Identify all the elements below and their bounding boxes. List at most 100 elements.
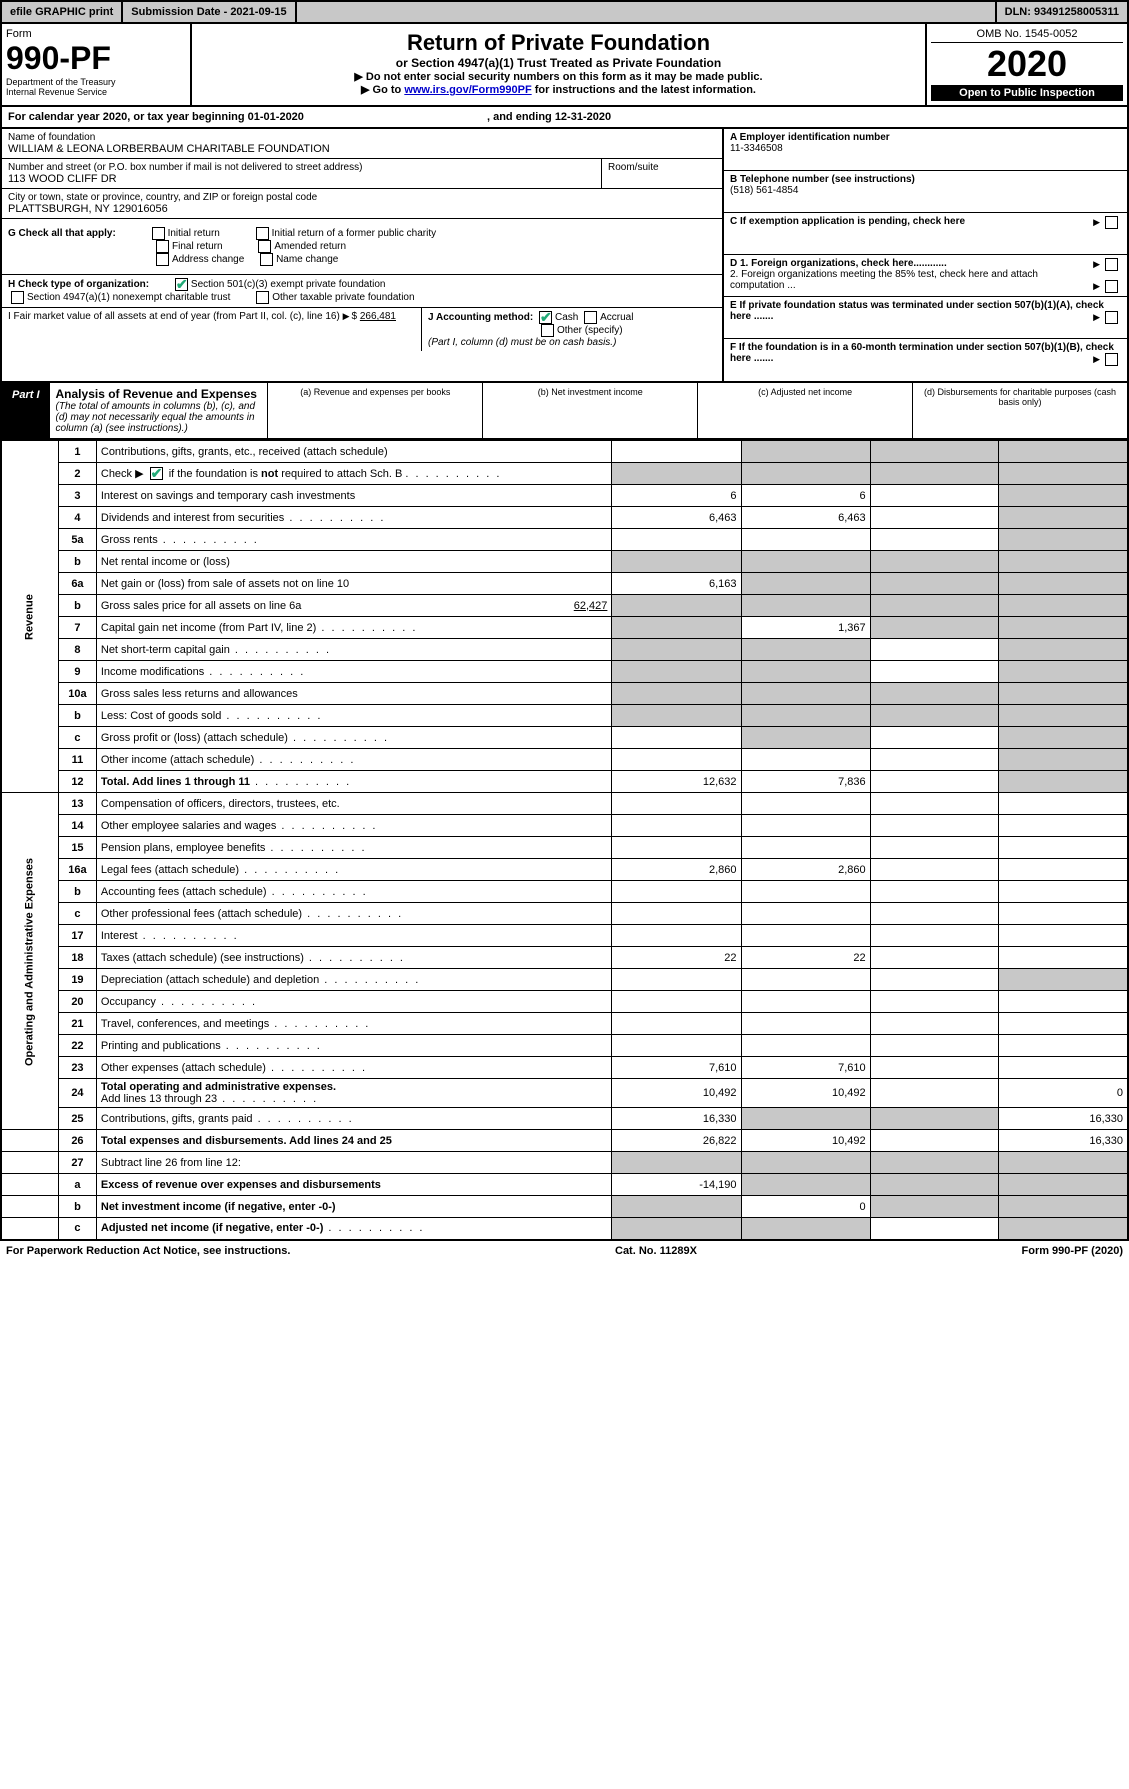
e-cell: E If private foundation status was termi… [724,297,1127,339]
501c3-lbl: Section 501(c)(3) exempt private foundat… [191,279,386,290]
cb-amended[interactable] [258,240,271,253]
l3: Interest on savings and temporary cash i… [96,485,612,507]
l9: Income modifications [96,661,612,683]
l22: Printing and publications [96,1035,612,1057]
footer-right: Form 990-PF (2020) [1022,1245,1123,1257]
table-row: 27Subtract line 26 from line 12: [1,1152,1128,1174]
col-d-hdr: (d) Disbursements for charitable purpose… [912,383,1127,438]
l14: Other employee salaries and wages [96,815,612,837]
v27bb: 0 [741,1196,870,1218]
v25d: 16,330 [999,1108,1128,1130]
omb: OMB No. 1545-0052 [931,28,1123,43]
table-row: 15Pension plans, employee benefits [1,837,1128,859]
l13: Compensation of officers, directors, tru… [96,793,612,815]
table-row: bNet investment income (if negative, ent… [1,1196,1128,1218]
form-link[interactable]: www.irs.gov/Form990PF [404,84,531,96]
v12b: 7,836 [741,771,870,793]
table-row: cAdjusted net income (if negative, enter… [1,1218,1128,1240]
l25: Contributions, gifts, grants paid [96,1108,612,1130]
table-row: 11Other income (attach schedule) [1,749,1128,771]
table-row: 4Dividends and interest from securities6… [1,507,1128,529]
phone-cell: B Telephone number (see instructions) (5… [724,171,1127,213]
table-row: 9Income modifications [1,661,1128,683]
v4b: 6,463 [741,507,870,529]
initial-former-lbl: Initial return of a former public charit… [272,228,437,239]
h-checks: H Check type of organization: Section 50… [2,275,722,308]
cb-d2[interactable] [1105,280,1118,293]
addr-lbl: Number and street (or P.O. box number if… [8,162,595,173]
cb-accrual[interactable] [584,311,597,324]
cb-other-tax[interactable] [256,291,269,304]
v18a: 22 [612,947,741,969]
table-row: 19Depreciation (attach schedule) and dep… [1,969,1128,991]
footer: For Paperwork Reduction Act Notice, see … [0,1241,1129,1261]
cb-501c3[interactable] [175,278,188,291]
cb-e[interactable] [1105,311,1118,324]
table-row: 21Travel, conferences, and meetings [1,1013,1128,1035]
v23a: 7,610 [612,1057,741,1079]
cb-initial[interactable] [152,227,165,240]
table-row: 10aGross sales less returns and allowanc… [1,683,1128,705]
cb-4947[interactable] [11,291,24,304]
cash-lbl: Cash [555,312,578,323]
cb-d1[interactable] [1105,258,1118,271]
table-row: 6aNet gain or (loss) from sale of assets… [1,573,1128,595]
j-note: (Part I, column (d) must be on cash basi… [428,337,616,348]
cb-name-change[interactable] [260,253,273,266]
name-change-lbl: Name change [276,254,338,265]
l10c: Gross profit or (loss) (attach schedule) [96,727,612,749]
cb-final[interactable] [156,240,169,253]
cb-c[interactable] [1105,216,1118,229]
cb-f[interactable] [1105,353,1118,366]
j-lbl: J Accounting method: [428,312,533,323]
part1-desc: Analysis of Revenue and Expenses (The to… [50,383,268,438]
cb-addr-change[interactable] [156,253,169,266]
table-row: 14Other employee salaries and wages [1,815,1128,837]
address-cell: Number and street (or P.O. box number if… [2,159,722,189]
table-row: 18Taxes (attach schedule) (see instructi… [1,947,1128,969]
l19: Depreciation (attach schedule) and deple… [96,969,612,991]
table-row: Revenue 1Contributions, gifts, grants, e… [1,441,1128,463]
c-lbl: C If exemption application is pending, c… [730,216,965,227]
cb-schb[interactable] [150,467,163,480]
v24a: 10,492 [612,1079,741,1108]
v4a: 6,463 [612,507,741,529]
city: PLATTSBURGH, NY 129016056 [8,203,716,215]
amended-lbl: Amended return [274,241,346,252]
dept: Department of the Treasury [6,77,186,87]
note2: ▶ Go to www.irs.gov/Form990PF for instru… [198,83,919,96]
topbar: efile GRAPHIC print Submission Date - 20… [0,0,1129,24]
l2: Check ▶ if the foundation is not require… [96,463,612,485]
table-row: 20Occupancy [1,991,1128,1013]
cb-initial-former[interactable] [256,227,269,240]
part1-title: Analysis of Revenue and Expenses [56,387,257,401]
v27aa: -14,190 [612,1174,741,1196]
g-lbl: G Check all that apply: [8,228,116,239]
f-lbl: F If the foundation is in a 60-month ter… [730,342,1114,364]
ein: 11-3346508 [730,143,783,154]
submission-date: Submission Date - 2021-09-15 [123,2,296,22]
l16a: Legal fees (attach schedule) [96,859,612,881]
cb-cash[interactable] [539,311,552,324]
l12: Total. Add lines 1 through 11 [96,771,612,793]
cb-other-spec[interactable] [541,324,554,337]
info-left: Name of foundation WILLIAM & LEONA LORBE… [2,129,722,381]
info-grid: Name of foundation WILLIAM & LEONA LORBE… [0,129,1129,383]
irs: Internal Revenue Service [6,87,186,97]
calendar-year-row: For calendar year 2020, or tax year begi… [0,107,1129,129]
table-row: cGross profit or (loss) (attach schedule… [1,727,1128,749]
v24b: 10,492 [741,1079,870,1108]
table-row: 16aLegal fees (attach schedule)2,8602,86… [1,859,1128,881]
c-cell: C If exemption application is pending, c… [724,213,1127,255]
form-header: Form 990-PF Department of the Treasury I… [0,24,1129,107]
l10a: Gross sales less returns and allowances [96,683,612,705]
efile-btn[interactable]: efile GRAPHIC print [2,2,123,22]
topbar-fill [297,2,997,22]
table-row: 22Printing and publications [1,1035,1128,1057]
v12a: 12,632 [612,771,741,793]
v16ab: 2,860 [741,859,870,881]
phone: (518) 561-4854 [730,185,798,196]
i-val: 266,481 [360,311,396,322]
final-lbl: Final return [172,241,223,252]
l23: Other expenses (attach schedule) [96,1057,612,1079]
